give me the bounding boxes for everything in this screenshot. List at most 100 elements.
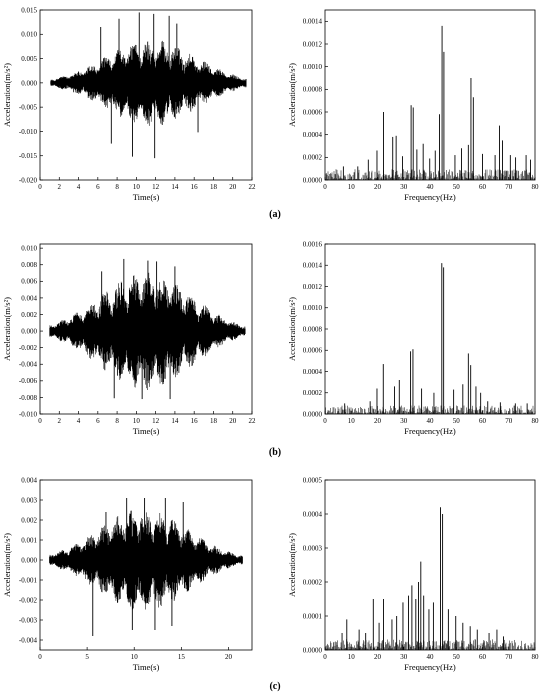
x-tick-label-1: 2 xyxy=(58,417,62,425)
x-tick-label-3: 6 xyxy=(96,417,100,425)
x-tick-label-2: 10 xyxy=(131,653,139,661)
x-tick-label-2: 4 xyxy=(77,417,81,425)
y-tick-label-4: 0.000 xyxy=(21,79,37,87)
x-tick-label-7: 70 xyxy=(505,653,513,661)
y-tick-label-4: 0.0008 xyxy=(303,86,323,94)
y-tick-label-4: 0.0004 xyxy=(303,510,323,518)
y-tick-label-8: 0.004 xyxy=(21,476,37,484)
x-tick-label-7: 70 xyxy=(505,183,513,191)
x-tick-label-6: 60 xyxy=(479,653,487,661)
x-tick-label-7: 14 xyxy=(171,183,179,191)
plot-frame xyxy=(39,479,253,651)
y-tick-label-3: 0.0006 xyxy=(303,108,323,116)
x-tick-label-0: 0 xyxy=(323,183,327,191)
y-tick-label-7: 0.0014 xyxy=(303,18,323,26)
x-axis-label: Time(s) xyxy=(133,192,160,202)
y-tick-label-3: 0.0003 xyxy=(303,544,323,552)
y-tick-label-3: 0.0006 xyxy=(303,347,323,355)
y-tick-label-6: 0.002 xyxy=(21,311,37,319)
x-tick-label-3: 6 xyxy=(96,183,100,191)
x-tick-label-11: 22 xyxy=(249,417,257,425)
y-tick-label-6: 0.002 xyxy=(21,516,37,524)
y-tick-label-9: 0.008 xyxy=(21,261,37,269)
x-tick-label-8: 16 xyxy=(191,417,199,425)
y-tick-label-0: 0.0000 xyxy=(303,410,323,418)
y-axis-label: Acceleration(m/s²) xyxy=(287,63,297,127)
signal-trace xyxy=(49,510,243,610)
x-tick-label-7: 14 xyxy=(171,417,179,425)
y-axis-label: Acceleration(m/s²) xyxy=(287,297,297,361)
x-tick-label-4: 40 xyxy=(427,417,435,425)
x-tick-label-3: 15 xyxy=(178,653,186,661)
y-tick-label-1: -0.008 xyxy=(19,394,38,402)
y-tick-label-8: 0.006 xyxy=(21,278,37,286)
y-tick-label-0: -0.020 xyxy=(19,176,38,184)
x-tick-label-3: 30 xyxy=(400,183,408,191)
y-tick-label-1: -0.003 xyxy=(19,616,38,624)
y-tick-label-0: 0.0000 xyxy=(303,176,323,184)
y-tick-label-0: -0.004 xyxy=(19,636,38,644)
y-tick-label-7: 0.015 xyxy=(21,6,37,14)
x-tick-label-1: 5 xyxy=(85,653,89,661)
y-tick-label-2: 0.0002 xyxy=(303,578,323,586)
x-tick-label-8: 16 xyxy=(191,183,199,191)
y-tick-label-1: 0.0002 xyxy=(303,154,323,162)
y-tick-label-3: -0.001 xyxy=(19,576,38,584)
x-tick-label-6: 12 xyxy=(152,417,160,425)
x-axis-label: Frequency(Hz) xyxy=(404,662,456,672)
x-tick-label-11: 22 xyxy=(249,183,257,191)
x-tick-label-1: 10 xyxy=(348,183,356,191)
x-tick-label-8: 80 xyxy=(532,417,540,425)
y-tick-label-10: 0.010 xyxy=(21,245,37,253)
y-tick-label-7: 0.004 xyxy=(21,294,37,302)
y-tick-label-6: 0.0012 xyxy=(303,40,323,48)
y-tick-label-0: 0.0000 xyxy=(303,646,323,654)
caption-a: (a) xyxy=(269,209,281,220)
plot-frame xyxy=(39,243,253,415)
caption-b: (b) xyxy=(268,447,282,458)
x-tick-label-4: 8 xyxy=(115,417,119,425)
x-tick-label-0: 0 xyxy=(323,653,327,661)
x-tick-label-3: 30 xyxy=(400,417,408,425)
x-tick-label-10: 20 xyxy=(229,417,237,425)
x-tick-label-3: 30 xyxy=(400,653,408,661)
y-tick-label-5: 0.0010 xyxy=(303,304,323,312)
caption-c: (c) xyxy=(269,681,281,692)
x-tick-label-4: 40 xyxy=(427,653,435,661)
x-tick-label-5: 10 xyxy=(133,183,141,191)
x-tick-label-6: 12 xyxy=(152,183,160,191)
x-tick-label-2: 20 xyxy=(374,183,382,191)
x-axis-label: Time(s) xyxy=(133,662,160,672)
x-tick-label-9: 18 xyxy=(210,183,218,191)
x-tick-label-1: 10 xyxy=(348,417,356,425)
y-axis-label: Acceleration(m/s²) xyxy=(2,63,12,127)
y-tick-label-2: 0.0004 xyxy=(303,131,323,139)
plot-frame xyxy=(324,479,536,651)
x-tick-label-2: 20 xyxy=(374,653,382,661)
x-tick-label-0: 0 xyxy=(38,417,42,425)
y-tick-label-6: 0.010 xyxy=(21,31,37,39)
x-tick-label-2: 4 xyxy=(77,183,81,191)
y-tick-label-3: -0.004 xyxy=(19,361,38,369)
plot-frame xyxy=(39,9,253,181)
x-tick-label-0: 0 xyxy=(38,653,42,661)
x-tick-label-6: 60 xyxy=(479,417,487,425)
x-tick-label-5: 50 xyxy=(453,417,461,425)
x-tick-label-8: 80 xyxy=(532,183,540,191)
y-tick-label-5: 0.001 xyxy=(21,536,37,544)
y-axis-label: Acceleration(m/s²) xyxy=(2,533,12,597)
y-tick-label-4: 0.000 xyxy=(21,556,37,564)
y-tick-label-6: 0.0012 xyxy=(303,283,323,291)
x-axis-label: Frequency(Hz) xyxy=(404,426,456,436)
x-tick-label-4: 40 xyxy=(427,183,435,191)
x-tick-label-5: 10 xyxy=(133,417,141,425)
x-tick-label-2: 20 xyxy=(374,417,382,425)
x-tick-label-7: 70 xyxy=(505,417,513,425)
x-tick-label-6: 60 xyxy=(479,183,487,191)
x-tick-label-4: 20 xyxy=(225,653,233,661)
